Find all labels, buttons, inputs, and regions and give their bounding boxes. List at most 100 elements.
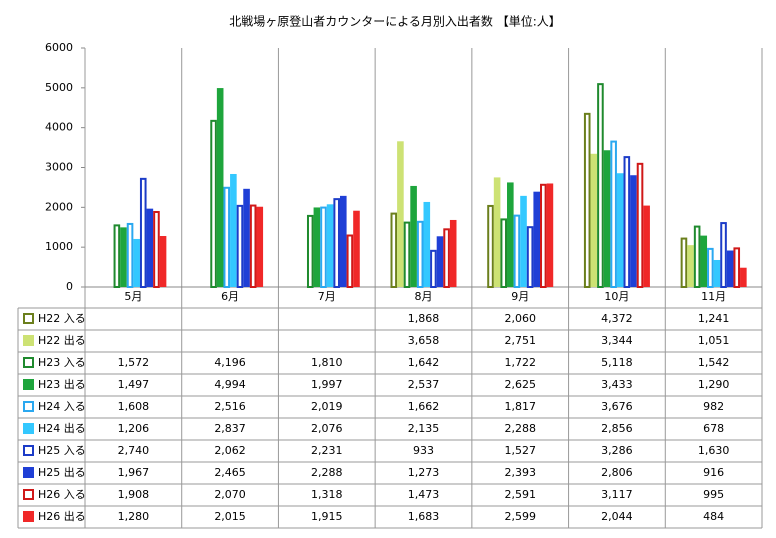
bar [443, 228, 450, 288]
y-tick-label: 1000 [45, 240, 73, 253]
bar [133, 238, 140, 287]
bar [353, 210, 360, 287]
table-cell: 484 [703, 510, 724, 523]
legend-label: H25 入る [38, 444, 86, 457]
table-cell: 1,542 [698, 356, 730, 369]
table-cell: 1,290 [698, 378, 730, 391]
bar [256, 206, 264, 287]
table-cell: 1,868 [408, 312, 440, 325]
table-cell: 2,516 [214, 400, 246, 413]
table-cell: 1,908 [118, 488, 150, 501]
x-tick-label: 5月 [124, 290, 142, 303]
bar [397, 141, 404, 287]
bar [249, 204, 257, 288]
table-cell: 1,572 [118, 356, 150, 369]
table-cell: 2,599 [504, 510, 536, 523]
x-tick-label: 6月 [221, 290, 239, 303]
bar [726, 250, 734, 287]
table-cell: 1,817 [504, 400, 536, 413]
table-cell: 4,196 [214, 356, 246, 369]
table-cell: 2,288 [311, 466, 343, 479]
bar [139, 177, 147, 289]
bar [526, 226, 534, 288]
bar [493, 177, 501, 287]
table-cell: 2,837 [214, 422, 246, 435]
table-cell: 2,751 [504, 334, 536, 347]
table-cell: 2,062 [214, 444, 246, 457]
bar [693, 225, 701, 288]
table-cell: 982 [703, 400, 724, 413]
table-cell: 1,608 [118, 400, 150, 413]
legend-label: H22 出る [38, 333, 86, 347]
legend-label: H23 入る [38, 356, 86, 369]
table-cell: 2,591 [504, 488, 536, 501]
bar [720, 222, 727, 289]
bar [436, 236, 444, 287]
table-cell: 2,625 [504, 378, 536, 391]
bar [546, 183, 554, 287]
bar [146, 208, 154, 287]
table-cell: 1,642 [408, 356, 440, 369]
table-cell: 1,241 [698, 312, 730, 325]
table-cell: 3,433 [601, 378, 633, 391]
table-cell: 1,997 [311, 378, 343, 391]
table-cell: 916 [703, 466, 724, 479]
y-tick-label: 5000 [45, 81, 73, 94]
bar [603, 150, 611, 287]
bar [243, 188, 250, 287]
bar [733, 247, 741, 288]
y-tick-label: 6000 [45, 41, 73, 54]
bar [507, 182, 514, 287]
bar [326, 204, 334, 287]
table-cell: 1,273 [408, 466, 440, 479]
bar [630, 175, 637, 287]
legend-label: H26 入る [38, 488, 86, 501]
bar [597, 83, 604, 289]
x-tick-label: 7月 [318, 290, 336, 303]
bar [159, 236, 167, 287]
legend-swatch [23, 313, 34, 324]
table-cell: 1,206 [118, 422, 150, 435]
legend-swatch [23, 379, 34, 390]
bar [306, 214, 314, 289]
legend-label: H22 入る [38, 312, 86, 325]
legend-label: H26 出る [38, 509, 86, 523]
table-cell: 4,372 [601, 312, 633, 325]
bar [223, 186, 231, 288]
y-tick-label: 4000 [45, 121, 73, 134]
bar [153, 210, 160, 288]
bar [540, 183, 547, 289]
bar [230, 173, 237, 287]
legend-swatch [23, 423, 34, 434]
legend-label: H23 出る [38, 377, 86, 391]
y-tick-label: 2000 [45, 200, 73, 213]
table-cell: 1,473 [408, 488, 440, 501]
bar [740, 267, 747, 287]
legend-swatch [23, 357, 34, 368]
bar [636, 162, 644, 288]
table-cell: 2,806 [601, 466, 633, 479]
bar [623, 156, 631, 288]
bar [403, 221, 411, 289]
table-cell: 3,286 [601, 444, 633, 457]
table-cell: 1,497 [118, 378, 150, 391]
bar [643, 205, 650, 287]
x-tick-label: 11月 [701, 290, 726, 303]
x-tick-label: 8月 [415, 290, 433, 303]
bar [320, 206, 327, 289]
bar [410, 185, 417, 287]
table-cell: 678 [703, 422, 724, 435]
table-cell: 4,994 [214, 378, 246, 391]
bar [487, 204, 494, 288]
bar [126, 222, 134, 288]
table-cell: 1,722 [504, 356, 536, 369]
legend-swatch [23, 511, 34, 522]
table-cell: 1,662 [408, 400, 440, 413]
bar [113, 224, 121, 289]
table-cell: 2,231 [311, 444, 343, 457]
table-cell: 2,740 [118, 444, 150, 457]
legend-swatch [23, 467, 34, 478]
bar [236, 204, 244, 288]
bar [216, 88, 224, 288]
